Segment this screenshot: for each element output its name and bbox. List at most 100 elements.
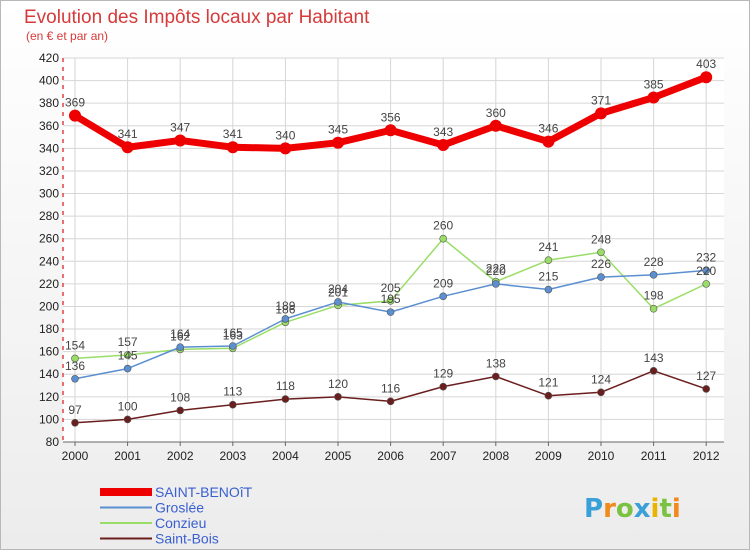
legend-label: Conzieu [155,515,206,531]
data-point [702,280,711,288]
data-label: 120 [328,377,348,391]
data-label: 371 [591,93,611,107]
data-label: 121 [538,376,558,390]
x-tick-label: 2001 [114,449,141,463]
data-label: 215 [538,270,558,284]
x-tick-label: 2008 [482,449,509,463]
data-label: 100 [118,399,138,413]
plot-area [63,58,724,442]
data-point [386,297,395,305]
x-tick-label: 2009 [535,449,562,463]
data-point [597,273,605,281]
data-label: 163 [223,328,243,342]
data-point [439,234,448,243]
y-tick-label: 240 [39,254,59,268]
data-label: 228 [644,255,664,269]
data-point [123,415,132,424]
data-point [491,372,500,381]
data-label: 209 [433,276,453,290]
data-label: 165 [223,326,243,340]
data-label: 260 [433,219,453,233]
data-label: 226 [591,257,611,271]
y-tick-label: 200 [39,299,59,313]
x-tick-label: 2012 [693,449,720,463]
data-label: 385 [644,78,664,92]
data-label: 124 [591,372,611,386]
data-label: 127 [696,369,716,383]
data-label: 341 [118,127,138,141]
data-point [491,280,500,288]
data-label: 369 [65,96,85,110]
data-label: 116 [381,381,400,395]
data-label: 198 [644,289,664,303]
y-tick-label: 80 [46,435,60,449]
y-tick-label: 360 [39,119,59,133]
y-tick-label: 220 [39,277,59,291]
data-point [647,91,660,104]
data-point [71,354,79,363]
data-point [279,142,292,155]
data-label: 145 [118,349,138,363]
data-label: 356 [381,110,401,124]
legend-label: SAINT-BENOîT [155,484,253,500]
data-label: 347 [170,120,190,134]
data-point [437,138,450,151]
data-point [544,391,553,400]
data-label: 201 [328,285,348,299]
data-point [176,343,184,351]
data-label: 232 [696,250,716,264]
y-tick-label: 340 [39,141,59,155]
watermark-letter: t [659,494,671,524]
data-label: 113 [223,385,242,399]
data-point [384,124,397,137]
axes: 80 100 120 140 160 180 200 220 240 260 280 300 320 34… [39,51,724,463]
legend-label: Groslée [155,500,204,516]
data-point [542,135,555,148]
data-label: 138 [486,356,506,370]
data-label: 345 [328,123,348,137]
data-label: 129 [433,367,453,381]
data-point [176,406,184,415]
data-label: 403 [696,57,716,71]
data-label: 220 [696,264,716,278]
data-point [332,136,344,149]
y-tick-label: 320 [39,164,59,178]
data-label: 241 [538,240,558,254]
y-tick-label: 420 [39,51,59,65]
data-label: 343 [433,125,453,139]
data-point [121,141,134,154]
x-tick-label: 2002 [167,449,194,463]
data-point [123,351,132,359]
y-tick-label: 140 [39,367,59,381]
data-point [544,256,553,264]
data-label: 186 [275,302,295,316]
series-lines [69,71,713,427]
data-point [386,308,395,316]
watermark-letter: P [584,494,603,524]
data-point [439,382,448,391]
data-label: 154 [65,338,85,352]
y-tick-label: 300 [39,187,59,201]
data-label: 97 [68,403,82,417]
data-point [544,285,553,294]
data-label: 346 [538,122,558,136]
y-tick-label: 380 [39,96,59,110]
data-point [489,119,502,132]
data-point [334,393,342,401]
data-point [174,134,187,147]
data-label: 136 [65,359,85,373]
chart-subtitle: (en € et par an) [26,29,108,43]
watermark-logo: Proxiti [584,494,681,524]
data-label: 204 [328,282,348,296]
legend-label: Saint-Bois [155,531,219,547]
data-point [123,364,132,373]
data-point [649,367,658,375]
y-tick-label: 160 [39,345,59,359]
x-tick-label: 2007 [430,449,457,463]
data-label: 195 [381,292,401,306]
x-tick-label: 2005 [325,449,352,463]
data-label: 164 [170,327,190,341]
data-label: 143 [644,351,664,365]
data-point [386,397,395,406]
data-point [281,315,290,323]
